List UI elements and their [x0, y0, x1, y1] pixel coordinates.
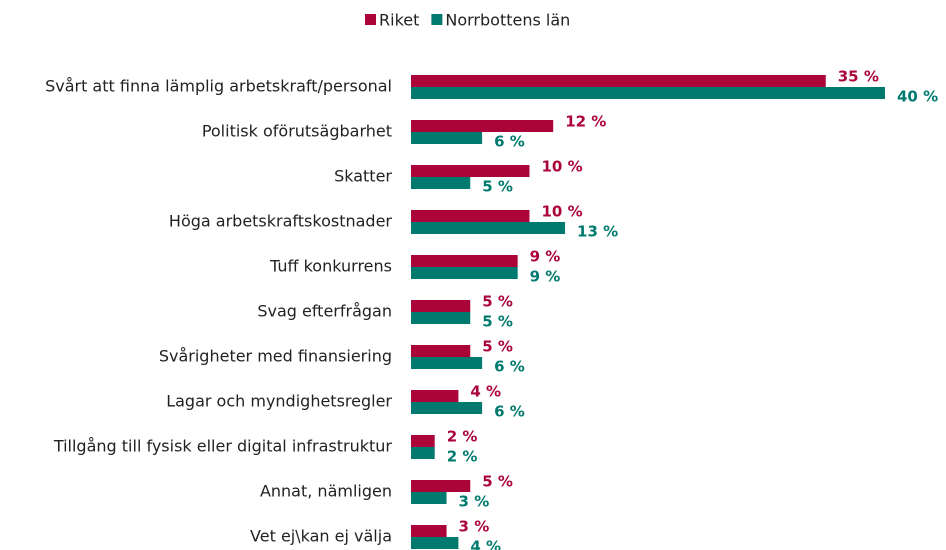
- bar: [411, 525, 447, 537]
- category-label: Politisk oförutsägbarhet: [202, 122, 392, 141]
- value-label: 9 %: [530, 248, 561, 266]
- bar: [411, 390, 459, 402]
- value-label: 5 %: [482, 473, 513, 491]
- value-label: 5 %: [482, 293, 513, 311]
- value-label: 4 %: [470, 383, 501, 401]
- value-label: 2 %: [447, 448, 478, 466]
- value-label: 35 %: [838, 68, 879, 86]
- legend-swatch: [365, 14, 376, 25]
- bar: [411, 165, 530, 177]
- legend-label: Norrbottens län: [445, 11, 570, 30]
- value-label: 3 %: [459, 493, 490, 511]
- value-label: 5 %: [482, 338, 513, 356]
- bar: [411, 492, 447, 504]
- value-label: 3 %: [459, 518, 490, 536]
- value-label: 10 %: [542, 203, 583, 221]
- value-label: 4 %: [470, 538, 501, 550]
- value-label: 5 %: [482, 313, 513, 331]
- bar: [411, 210, 530, 222]
- bar: [411, 447, 435, 459]
- bar: [411, 312, 471, 324]
- bar: [411, 132, 483, 144]
- value-label: 12 %: [565, 113, 606, 131]
- bar: [411, 267, 518, 279]
- category-label: Svårt att finna lämplig arbetskraft/pers…: [45, 77, 392, 96]
- bar: [411, 402, 483, 414]
- bar: [411, 120, 554, 132]
- category-label: Svårigheter med finansiering: [159, 347, 392, 366]
- bar: [411, 300, 471, 312]
- bar: [411, 435, 435, 447]
- value-label: 10 %: [542, 158, 583, 176]
- value-label: 6 %: [494, 403, 525, 421]
- category-label: Lagar och myndighetsregler: [166, 392, 392, 411]
- value-label: 6 %: [494, 133, 525, 151]
- bar: [411, 537, 459, 549]
- bar: [411, 87, 885, 99]
- legend-label: Riket: [379, 11, 419, 30]
- value-label: 40 %: [897, 88, 938, 106]
- category-label: Svag efterfrågan: [257, 302, 392, 321]
- category-label: Tuff konkurrens: [269, 257, 392, 276]
- legend-swatch: [431, 14, 443, 25]
- value-label: 2 %: [447, 428, 478, 446]
- category-label: Annat, nämligen: [260, 482, 392, 501]
- bar: [411, 255, 518, 267]
- category-label: Vet ej\kan ej välja: [250, 527, 392, 546]
- value-label: 5 %: [482, 178, 513, 196]
- bar: [411, 75, 826, 87]
- bar: [411, 480, 471, 492]
- value-label: 6 %: [494, 358, 525, 376]
- value-label: 9 %: [530, 268, 561, 286]
- bar: [411, 222, 566, 234]
- category-label: Skatter: [334, 167, 392, 186]
- value-label: 13 %: [577, 223, 618, 241]
- bar: [411, 177, 471, 189]
- bar: [411, 345, 471, 357]
- category-label: Tillgång till fysisk eller digital infra…: [53, 437, 393, 456]
- bar: [411, 357, 483, 369]
- category-label: Höga arbetskraftskostnader: [169, 212, 393, 231]
